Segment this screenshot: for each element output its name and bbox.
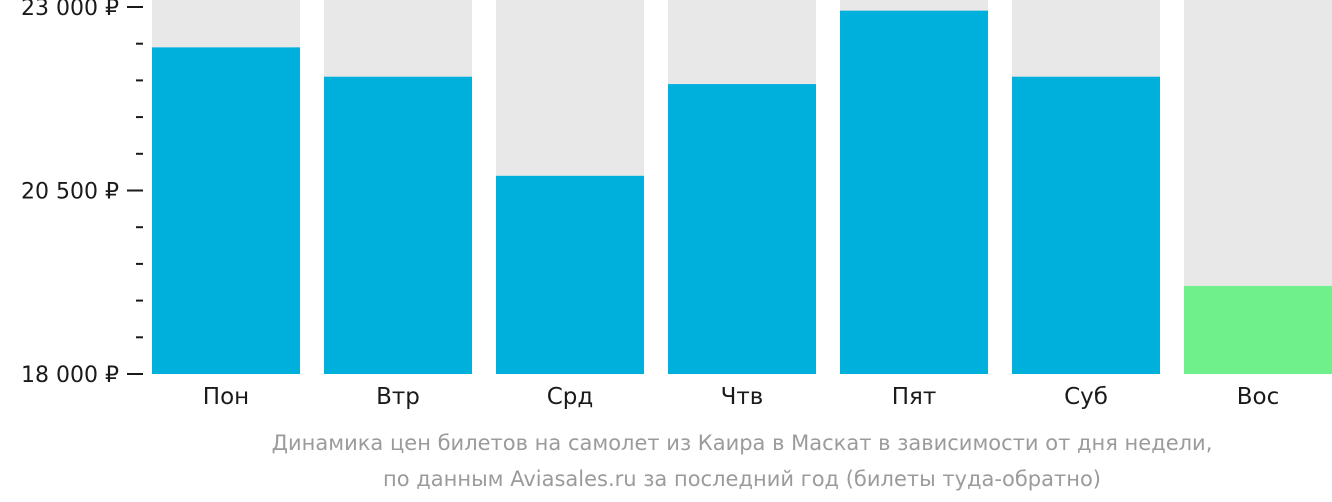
y-axis: 18 000 ₽ 20 500 ₽ 23 000 ₽ <box>21 0 143 388</box>
caption-line-1: Динамика цен билетов на самолет из Каира… <box>271 431 1213 455</box>
bar-Пят <box>840 10 988 374</box>
bar-Чтв <box>668 84 816 374</box>
bar-Вос <box>1184 285 1332 374</box>
x-tick-label: Втр <box>376 384 420 410</box>
weekday-price-chart: 18 000 ₽ 20 500 ₽ 23 000 ₽ Пон Втр Срд Чтв Пят… <box>21 0 1332 410</box>
bar-Пон <box>152 47 300 375</box>
x-tick-label: Вос <box>1237 384 1280 410</box>
bar-Втр <box>324 76 472 374</box>
x-tick-label: Пон <box>203 384 249 410</box>
bar-Срд <box>496 175 644 374</box>
y-tick-label: 20 500 ₽ <box>21 180 119 205</box>
bar-Суб <box>1012 76 1160 374</box>
price-bars <box>152 10 1332 375</box>
x-tick-label: Пят <box>892 384 937 410</box>
y-tick-label: 23 000 ₽ <box>21 0 119 21</box>
caption-line-2: по данным Aviasales.ru за последний год … <box>383 467 1101 491</box>
y-tick-label: 18 000 ₽ <box>21 363 119 388</box>
x-tick-label: Чтв <box>721 384 764 410</box>
x-tick-label: Суб <box>1064 384 1108 410</box>
x-tick-label: Срд <box>547 384 594 410</box>
x-axis: Пон Втр Срд Чтв Пят Суб Вос <box>203 384 1279 410</box>
